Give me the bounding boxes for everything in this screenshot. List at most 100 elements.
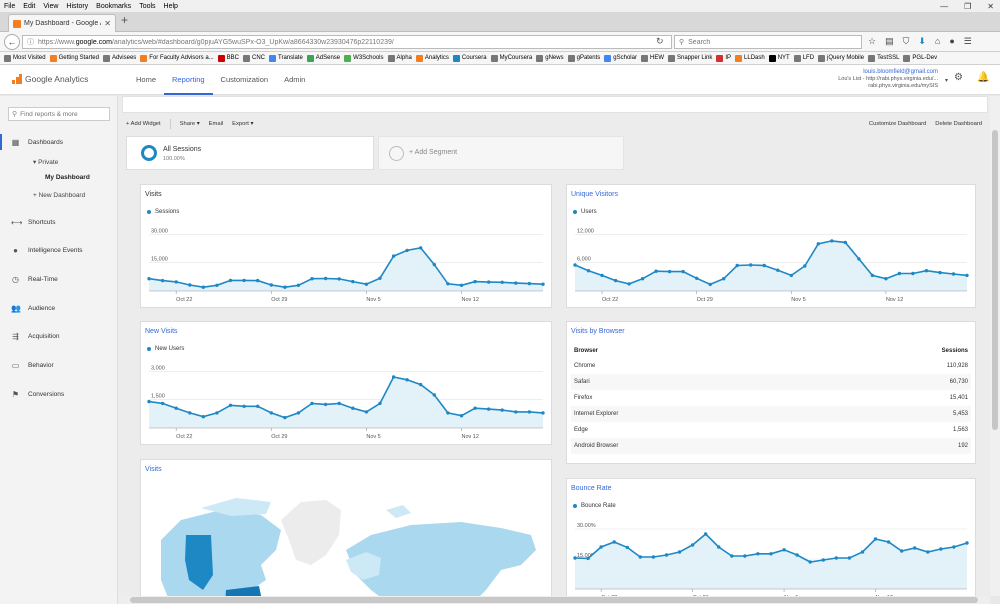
chat-icon[interactable]: ● xyxy=(949,36,955,46)
gear-icon[interactable]: ⚙ xyxy=(954,72,963,83)
browser-name[interactable]: Internet Explorer xyxy=(571,406,815,422)
bookmark-item[interactable]: NYT xyxy=(768,54,790,62)
bell-icon[interactable]: 🔔 xyxy=(977,72,990,83)
reading-list-icon[interactable]: ▤ xyxy=(885,36,894,46)
download-icon[interactable]: ⬇ xyxy=(918,36,926,46)
browser-name[interactable]: Edge xyxy=(574,427,589,433)
bookmark-favicon-icon xyxy=(536,54,544,62)
horizontal-scroll-thumb[interactable] xyxy=(130,597,978,603)
data-point xyxy=(938,270,942,275)
sidebar-item-acquisition[interactable]: ⇶ Acquisition xyxy=(0,328,118,344)
reload-icon[interactable]: ↻ xyxy=(656,36,664,46)
add-widget-button[interactable]: + Add Widget xyxy=(126,121,161,127)
data-point xyxy=(242,278,246,283)
menu-tools[interactable]: Tools xyxy=(139,2,156,10)
widget-unique-visitors: Unique Visitors Users 12,000 6,000 Oct 22 O… xyxy=(566,184,976,308)
site-info-icon[interactable]: ⓘ xyxy=(27,39,34,46)
bookmark-item[interactable]: LFD xyxy=(793,54,814,62)
menu-file[interactable]: File xyxy=(4,2,16,10)
bookmark-item[interactable]: Snapper Link xyxy=(667,54,712,62)
back-button[interactable]: ← xyxy=(4,34,20,50)
browser-name[interactable]: Firefox xyxy=(574,395,593,401)
sidebar-private-toggle[interactable]: ▾ Private xyxy=(33,159,59,166)
widget-title[interactable]: Bounce Rate xyxy=(571,485,612,492)
home-icon[interactable]: ⌂ xyxy=(934,36,941,46)
bookmark-star-icon[interactable]: ☆ xyxy=(868,36,877,46)
menu-view[interactable]: View xyxy=(43,2,59,10)
sidebar-item-dashboards[interactable]: ▦ Dashboards xyxy=(0,134,118,150)
bookmark-item[interactable]: Analytics xyxy=(415,54,449,62)
bookmark-item[interactable]: gNews xyxy=(536,54,564,62)
export-button[interactable]: Export ▾ xyxy=(232,121,254,127)
bookmark-item[interactable]: gPatents xyxy=(567,54,600,62)
sidebar-item-realtime[interactable]: ◷ Real-Time xyxy=(0,271,118,287)
bookmark-item[interactable]: HEW xyxy=(640,54,664,62)
bookmark-item[interactable]: IP xyxy=(716,54,731,62)
find-reports-input[interactable] xyxy=(20,110,109,118)
account-switcher[interactable]: louis.bloomfield@gmail.com Lou's List - … xyxy=(838,69,948,90)
minimize-icon[interactable]: — xyxy=(940,1,949,11)
bookmark-label: gNews xyxy=(545,55,564,61)
widget-title[interactable]: Visits xyxy=(145,466,162,473)
world-map[interactable] xyxy=(141,480,552,604)
sidebar-item-shortcuts[interactable]: ⟷ Shortcuts xyxy=(0,214,118,230)
data-point xyxy=(857,257,861,261)
menu-help[interactable]: Help xyxy=(163,2,178,10)
bookmark-item[interactable]: MyCoursera xyxy=(490,54,532,62)
tab-reporting[interactable]: Reporting xyxy=(164,65,213,95)
share-button[interactable]: Share ▾ xyxy=(179,121,200,127)
bookmark-item[interactable]: BBC xyxy=(217,54,239,62)
close-window-icon[interactable]: ✕ xyxy=(987,1,994,11)
browser-search-input[interactable] xyxy=(688,38,849,46)
menu-bookmarks[interactable]: Bookmarks xyxy=(96,2,132,10)
widget-title[interactable]: New Visits xyxy=(145,328,178,335)
search-box[interactable]: ⚲ xyxy=(674,35,862,49)
widget-title[interactable]: Unique Visitors xyxy=(571,191,618,198)
sidebar-new-dashboard[interactable]: + New Dashboard xyxy=(33,192,86,199)
ga-logo[interactable]: Google Analytics xyxy=(12,74,88,84)
bookmark-item[interactable]: PGL-Dev xyxy=(903,54,937,62)
url-bar[interactable]: ⓘ https://www.google.com/analytics/web/#… xyxy=(22,35,672,49)
bookmark-item[interactable]: Alpha xyxy=(387,54,412,62)
bookmark-item[interactable]: For Faculty Advisors a... xyxy=(140,54,214,62)
bookmark-item[interactable]: TestSSL xyxy=(868,54,899,62)
close-tab-icon[interactable]: ✕ xyxy=(104,19,111,28)
browser-tab[interactable]: My Dashboard - Google A... ✕ xyxy=(8,14,116,32)
maximize-icon[interactable]: ❐ xyxy=(964,1,972,11)
bookmark-item[interactable]: Translate xyxy=(269,54,303,62)
bookmark-item[interactable]: jQuery Mobile xyxy=(818,54,864,62)
bookmark-item[interactable]: Most Visited xyxy=(4,54,46,62)
bookmark-item[interactable]: gScholar xyxy=(604,54,637,62)
bookmark-item[interactable]: W3Schools xyxy=(344,54,384,62)
sidebar-item-behavior[interactable]: ▭ Behavior xyxy=(0,357,118,373)
browser-name[interactable]: Safari xyxy=(571,374,815,390)
bookmark-item[interactable]: LLDash xyxy=(735,54,765,62)
tab-customization[interactable]: Customization xyxy=(220,75,269,84)
segment-all-sessions[interactable]: All Sessions 100.00% xyxy=(126,136,374,170)
delete-dashboard-button[interactable]: Delete Dashboard xyxy=(935,121,982,127)
bookmark-item[interactable]: Getting Started xyxy=(49,54,99,62)
email-button[interactable]: Email xyxy=(208,121,224,127)
bookmark-item[interactable]: Coursera xyxy=(452,54,487,62)
hamburger-menu-icon[interactable]: ☰ xyxy=(963,36,972,46)
sidebar-item-intelligence[interactable]: ● Intelligence Events xyxy=(0,242,118,258)
vertical-scroll-thumb[interactable] xyxy=(992,130,998,430)
browser-name[interactable]: Android Browser xyxy=(571,438,815,454)
sidebar-item-conversions[interactable]: ⚑ Conversions xyxy=(0,386,118,402)
new-tab-button[interactable]: + xyxy=(121,13,129,27)
find-reports-box[interactable]: ⚲ xyxy=(8,107,110,121)
sidebar-my-dashboard[interactable]: My Dashboard xyxy=(45,174,90,181)
widget-title[interactable]: Visits by Browser xyxy=(571,328,625,335)
tab-admin[interactable]: Admin xyxy=(284,75,306,84)
bookmark-item[interactable]: AdSense xyxy=(306,54,340,62)
bookmark-item[interactable]: Advisees xyxy=(102,54,136,62)
menu-history[interactable]: History xyxy=(66,2,89,10)
browser-name[interactable]: Chrome xyxy=(574,363,596,369)
bookmark-item[interactable]: CNC xyxy=(243,54,265,62)
add-segment-button[interactable]: + Add Segment xyxy=(378,136,624,170)
pocket-icon[interactable]: ⛉ xyxy=(902,36,910,46)
customize-dashboard-button[interactable]: Customize Dashboard xyxy=(868,121,927,127)
menu-edit[interactable]: Edit xyxy=(23,2,36,10)
sidebar-item-audience[interactable]: 👥 Audience xyxy=(0,300,118,316)
tab-home[interactable]: Home xyxy=(136,75,157,84)
